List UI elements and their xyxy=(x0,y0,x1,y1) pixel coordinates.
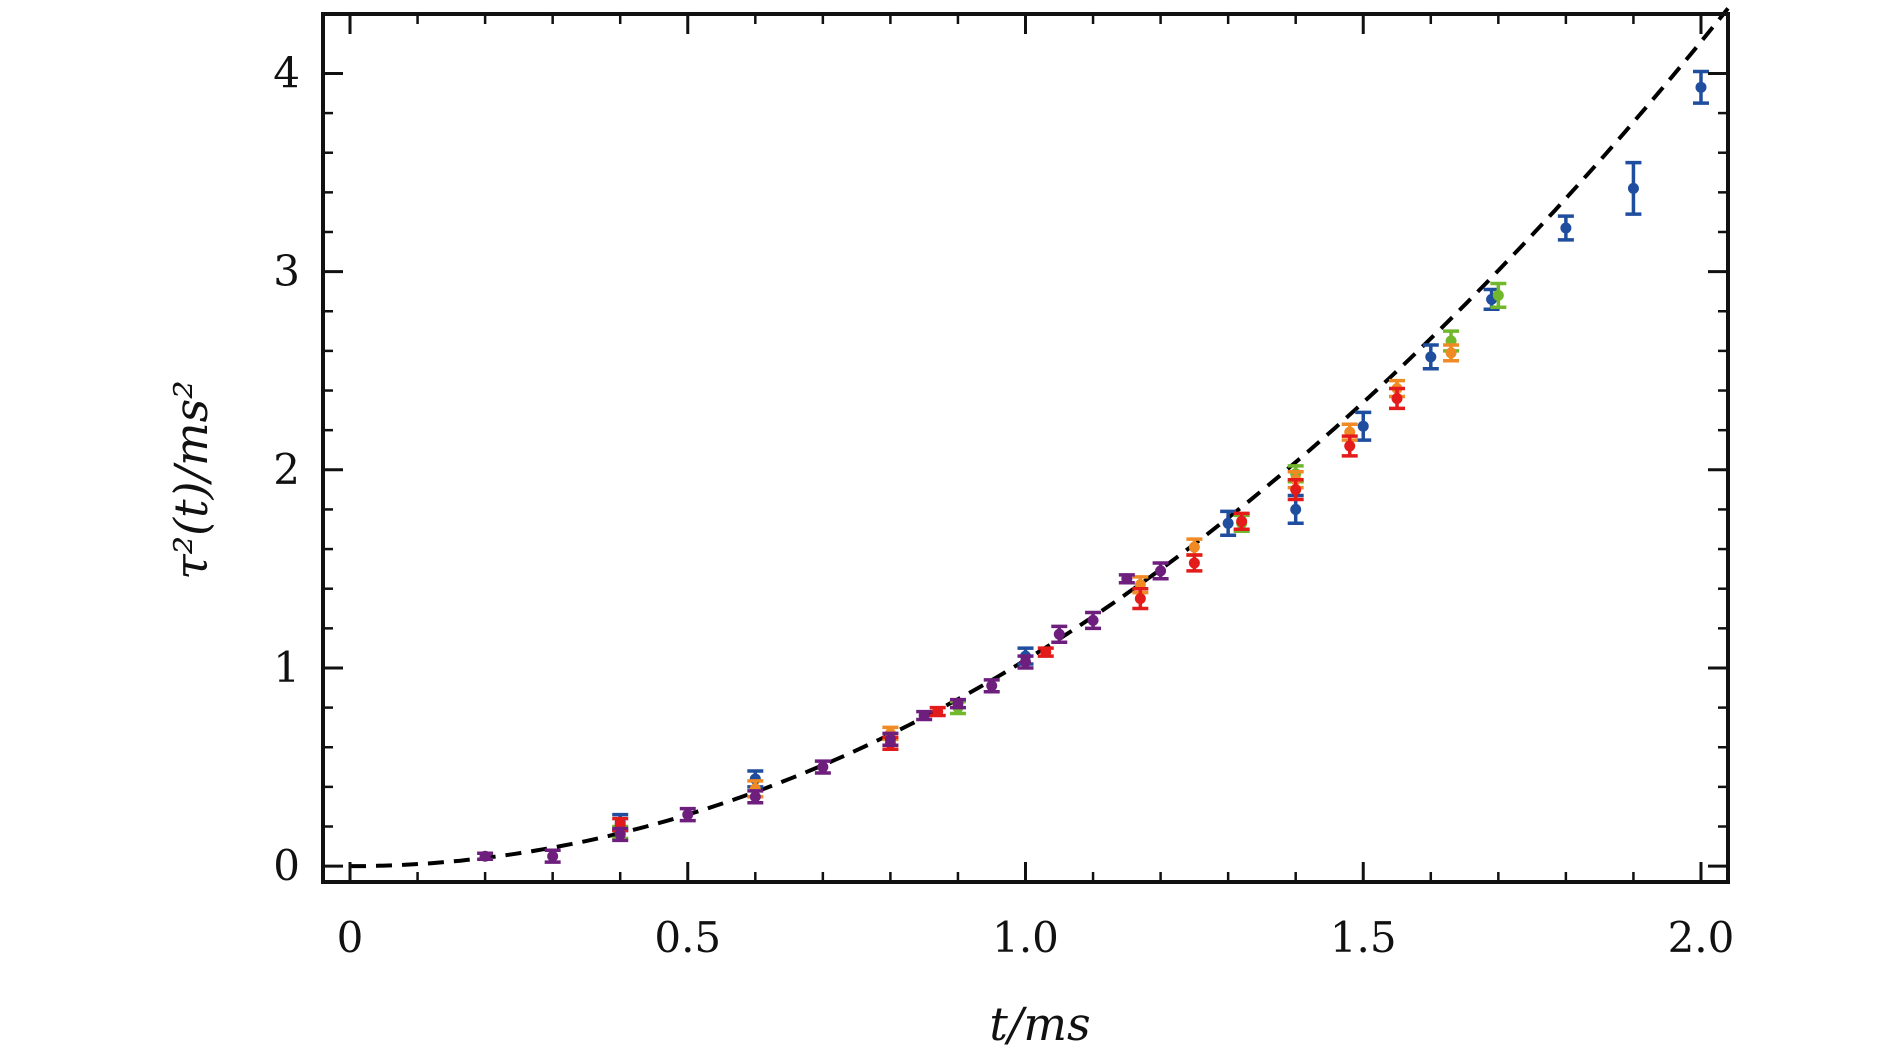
point-marker xyxy=(1121,573,1133,585)
data-point xyxy=(1186,553,1203,573)
x-tick-label: 1.5 xyxy=(1330,913,1397,962)
data-point xyxy=(1287,477,1304,502)
point-marker xyxy=(952,698,964,710)
data-point xyxy=(477,850,494,862)
y-tick-label: 4 xyxy=(273,48,300,97)
point-marker xyxy=(1040,646,1052,658)
point-marker xyxy=(1492,289,1504,301)
data-point xyxy=(1085,610,1102,631)
series-4 xyxy=(477,561,1169,864)
x-tick-label: 0 xyxy=(337,913,364,962)
data-point xyxy=(1132,586,1149,611)
x-tick-label: 2.0 xyxy=(1668,913,1735,962)
data-point xyxy=(1422,343,1439,371)
data-point xyxy=(814,759,831,775)
series-3 xyxy=(612,386,1406,833)
point-marker xyxy=(986,680,998,692)
point-marker xyxy=(1357,420,1369,432)
y-axis-label: τ²(t)/ms² xyxy=(164,380,218,579)
y-tick-label: 1 xyxy=(273,643,300,692)
point-marker xyxy=(1391,392,1403,404)
data-point xyxy=(983,678,1000,694)
point-marker xyxy=(1155,565,1167,577)
y-tick-label: 0 xyxy=(273,841,300,890)
data-point xyxy=(882,731,899,748)
data-point xyxy=(949,697,966,710)
y-tick-label: 2 xyxy=(273,445,300,494)
point-marker xyxy=(614,828,626,840)
point-marker xyxy=(479,850,491,862)
data-point xyxy=(1625,160,1642,216)
x-tick-label: 1.0 xyxy=(992,913,1059,962)
data-points-layer xyxy=(477,69,1709,864)
point-marker xyxy=(817,761,829,773)
fit-curve-layer xyxy=(350,7,1730,869)
fit-curve-line xyxy=(350,7,1730,869)
point-marker xyxy=(1087,614,1099,626)
x-axis-label: t/ms xyxy=(989,997,1090,1051)
point-marker xyxy=(1425,351,1437,363)
data-point xyxy=(1389,386,1406,411)
ticks-layer: 0 0.5 1.0 1.5 2.0 0 1 2 3 4 xyxy=(273,14,1734,962)
data-point xyxy=(929,705,946,718)
series-1 xyxy=(612,281,1507,841)
data-point xyxy=(544,848,561,864)
point-marker xyxy=(547,850,559,862)
point-marker xyxy=(1134,593,1146,605)
point-marker xyxy=(1222,517,1234,529)
data-point xyxy=(612,826,629,843)
data-point xyxy=(1051,624,1068,644)
point-marker xyxy=(932,706,944,718)
plot-frame xyxy=(321,12,1730,884)
data-point xyxy=(1037,646,1054,658)
x-tick-label: 0.5 xyxy=(654,913,721,962)
point-marker xyxy=(1290,484,1302,496)
point-marker xyxy=(918,710,930,722)
data-point xyxy=(1118,573,1135,585)
point-marker xyxy=(682,809,694,821)
point-marker xyxy=(1188,557,1200,569)
data-point xyxy=(1355,410,1372,442)
point-marker xyxy=(1627,182,1639,194)
data-point xyxy=(1233,511,1250,532)
point-marker xyxy=(1053,628,1065,640)
data-point xyxy=(1692,69,1709,105)
data-point xyxy=(747,789,764,805)
point-marker xyxy=(1236,515,1248,527)
point-marker xyxy=(1695,81,1707,93)
point-marker xyxy=(1560,222,1572,234)
data-point xyxy=(1443,343,1460,363)
point-marker xyxy=(1290,503,1302,515)
point-marker xyxy=(1344,440,1356,452)
point-marker xyxy=(1020,656,1031,668)
data-point xyxy=(1152,561,1169,581)
data-point xyxy=(1341,434,1358,458)
data-point xyxy=(1490,281,1507,310)
data-point xyxy=(679,806,696,823)
point-marker xyxy=(749,791,761,803)
data-point xyxy=(1017,654,1034,670)
data-point xyxy=(1220,509,1237,537)
data-point xyxy=(916,709,933,722)
data-point xyxy=(1557,214,1574,242)
series-0 xyxy=(612,69,1709,833)
point-marker xyxy=(884,733,896,745)
point-marker xyxy=(1445,347,1457,359)
y-tick-label: 3 xyxy=(273,247,300,296)
point-marker xyxy=(1188,541,1200,553)
